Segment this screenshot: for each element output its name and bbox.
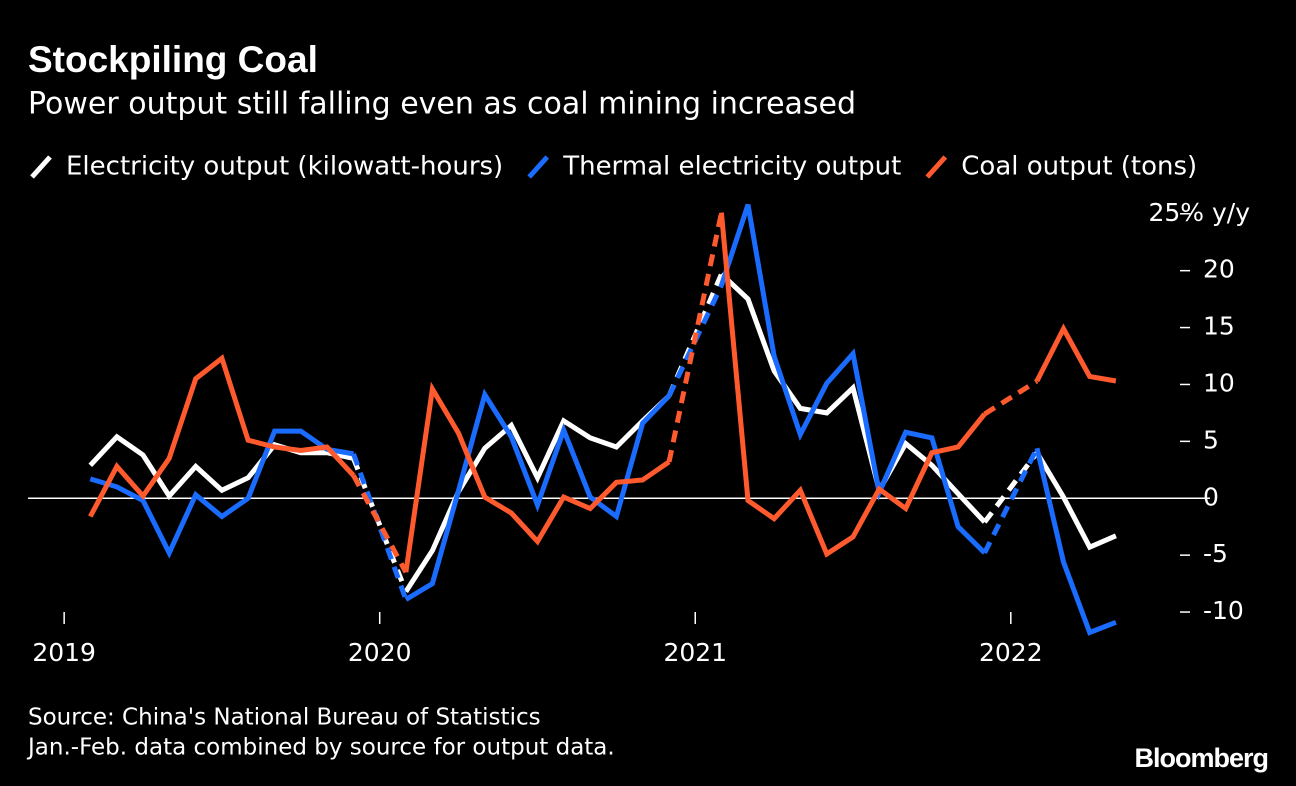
legend-marker	[925, 155, 948, 179]
legend-marker	[30, 155, 52, 179]
chart-subtitle: Power output still falling even as coal …	[28, 87, 856, 122]
series-line	[88, 354, 356, 518]
series-line	[89, 428, 354, 559]
series-line	[404, 388, 671, 602]
gap-segment	[982, 447, 1040, 554]
series-line	[718, 212, 987, 558]
series-line	[1034, 323, 1117, 384]
gap-segment	[983, 378, 1039, 417]
x-tick-label: 2022	[979, 638, 1043, 667]
brand: Bloomberg	[1134, 743, 1268, 773]
gap-segment	[666, 212, 724, 463]
gap-segment	[351, 474, 409, 574]
series-line	[403, 381, 671, 573]
legend-marker	[527, 155, 550, 179]
source: Source: China's National Bureau of Stati…	[28, 705, 541, 731]
legend-label: Electricity output (kilowatt-hours)	[66, 152, 503, 182]
chart-title: Stockpiling Coal	[28, 39, 318, 80]
x-tick-label: 2020	[348, 638, 412, 667]
x-tick-label: 2019	[32, 638, 96, 667]
y-tick-label: 25% y/y	[1148, 198, 1250, 227]
x-tick-label: 2021	[663, 638, 727, 667]
gap-segment	[982, 451, 1039, 524]
y-tick-label: 0	[1203, 482, 1219, 511]
y-tick-label: 10	[1203, 368, 1235, 397]
legend-label: Coal output (tons)	[961, 152, 1197, 182]
series-line	[88, 433, 355, 501]
y-tick-label: -10	[1203, 596, 1244, 625]
y-tick-label: 5	[1203, 425, 1219, 454]
series-line	[1034, 451, 1117, 551]
series-line	[1034, 447, 1117, 636]
legend-label: Thermal electricity output	[562, 152, 901, 182]
y-tick-label: 15	[1203, 312, 1235, 341]
note: Jan.-Feb. data combined by source for ou…	[26, 735, 615, 761]
series-line	[719, 203, 987, 555]
y-tick-label: -5	[1203, 539, 1228, 568]
gap-segment	[351, 453, 409, 601]
y-tick-label: 20	[1203, 255, 1235, 284]
series-line	[403, 393, 671, 593]
